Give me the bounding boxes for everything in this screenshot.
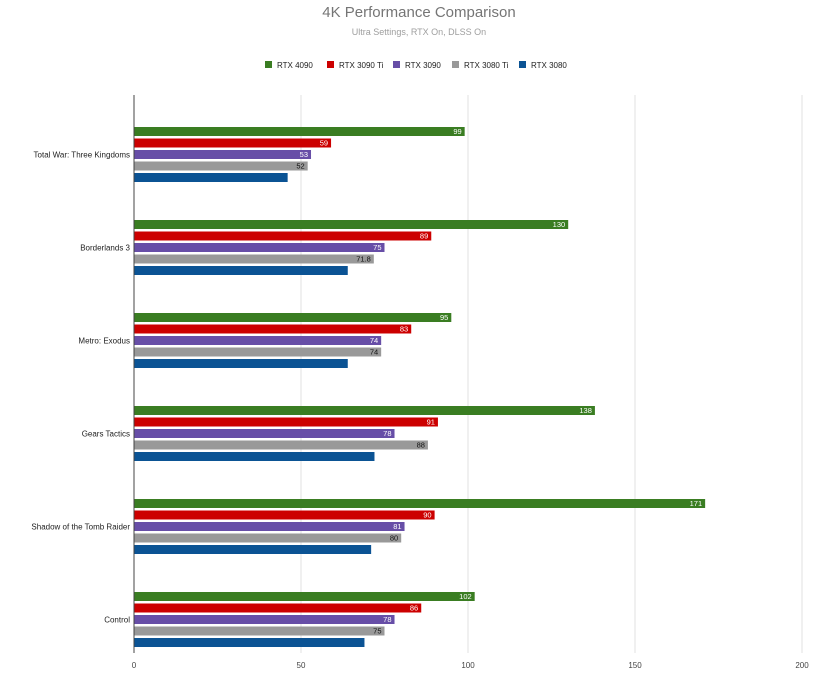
data-labels: 99595352130897571.8958374741389178881719… <box>296 127 702 636</box>
bar <box>134 161 308 171</box>
gridlines <box>300 95 803 653</box>
data-label: 80 <box>390 534 398 543</box>
data-label: 78 <box>383 615 391 624</box>
bar <box>134 254 374 264</box>
bar <box>134 359 348 368</box>
data-label: 78 <box>383 429 391 438</box>
bar <box>134 522 405 531</box>
legend: RTX 4090 RTX 3090 Ti RTX 3090 RTX 3080 Ti RT… <box>265 61 567 70</box>
data-label: 59 <box>320 139 328 148</box>
legend-label: RTX 4090 <box>277 61 313 70</box>
bar <box>134 336 382 345</box>
bar <box>134 440 428 450</box>
chart-title: 4K Performance Comparison <box>322 4 515 21</box>
category-label: Metro: Exodus <box>78 337 130 346</box>
legend-label: RTX 3080 <box>531 61 567 70</box>
legend-swatch <box>265 61 272 68</box>
bar <box>134 592 475 601</box>
data-label: 75 <box>373 627 381 636</box>
data-label: 88 <box>417 441 425 450</box>
data-label: 89 <box>420 232 428 241</box>
bar <box>134 347 382 357</box>
bar <box>134 545 372 554</box>
legend-label: RTX 3090 <box>405 61 441 70</box>
bar <box>134 220 569 229</box>
bar <box>134 231 432 241</box>
category-label: Gears Tactics <box>82 430 130 439</box>
bar <box>134 510 435 520</box>
data-label: 52 <box>296 162 304 171</box>
legend-swatch <box>393 61 400 68</box>
data-label: 171 <box>690 499 703 508</box>
bar <box>134 452 375 461</box>
data-label: 83 <box>400 325 408 334</box>
bar <box>134 324 412 334</box>
x-tick-label: 0 <box>132 661 137 670</box>
data-label: 71.8 <box>356 255 371 264</box>
data-label: 130 <box>553 220 566 229</box>
category-label: Borderlands 3 <box>80 244 130 253</box>
data-label: 99 <box>453 127 461 136</box>
category-label: Total War: Three Kingdoms <box>34 151 130 160</box>
data-label: 53 <box>300 150 308 159</box>
bar <box>134 626 385 636</box>
bars <box>134 127 706 647</box>
bar <box>134 150 312 159</box>
x-tick-label: 150 <box>628 661 642 670</box>
x-tick-label: 200 <box>795 661 809 670</box>
bar <box>134 313 452 322</box>
data-label: 81 <box>393 522 401 531</box>
bar <box>134 406 595 415</box>
bar <box>134 638 365 647</box>
legend-label: RTX 3080 Ti <box>464 61 509 70</box>
bar <box>134 615 395 624</box>
data-label: 74 <box>370 348 378 357</box>
bar <box>134 417 438 427</box>
data-label: 138 <box>579 406 592 415</box>
bar <box>134 173 288 182</box>
bar <box>134 603 422 613</box>
chart-subtitle: Ultra Settings, RTX On, DLSS On <box>352 27 486 37</box>
data-label: 86 <box>410 604 418 613</box>
bar <box>134 533 402 543</box>
data-label: 95 <box>440 313 448 322</box>
category-label: Shadow of the Tomb Raider <box>31 523 130 532</box>
data-label: 91 <box>427 418 435 427</box>
x-tick-labels: 0 50 100 150 200 <box>132 661 809 670</box>
data-label: 90 <box>423 511 431 520</box>
bar <box>134 127 465 136</box>
bar <box>134 499 706 508</box>
data-label: 102 <box>459 592 472 601</box>
x-tick-label: 50 <box>297 661 306 670</box>
bar <box>134 243 385 252</box>
data-label: 74 <box>370 336 378 345</box>
category-label: Control <box>104 616 130 625</box>
legend-swatch <box>519 61 526 68</box>
data-label: 75 <box>373 243 381 252</box>
legend-label: RTX 3090 Ti <box>339 61 384 70</box>
bar <box>134 429 395 438</box>
category-labels: Total War: Three Kingdoms Borderlands 3 Me… <box>31 151 130 625</box>
legend-swatch <box>452 61 459 68</box>
legend-swatch <box>327 61 334 68</box>
bar <box>134 266 348 275</box>
bar <box>134 138 332 148</box>
x-tick-label: 100 <box>461 661 475 670</box>
